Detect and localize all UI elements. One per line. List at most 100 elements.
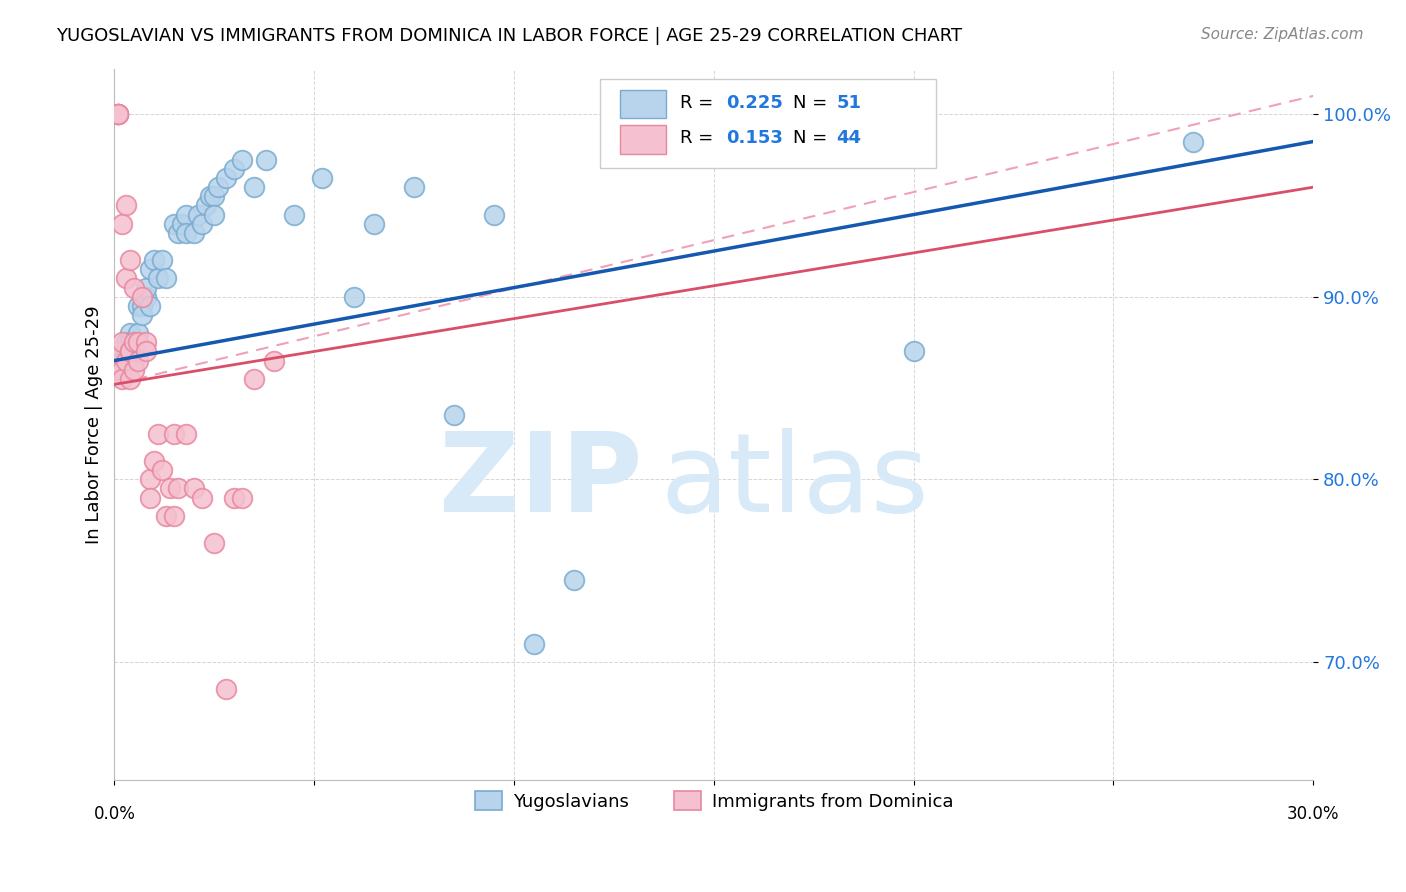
Point [124, 353, 146, 368]
Point [254, 153, 277, 167]
Point [195, 198, 218, 212]
Point [107, 362, 129, 376]
Point [139, 262, 162, 277]
Point [176, 426, 198, 441]
Text: R =: R = [681, 94, 720, 112]
Point [120, 344, 142, 359]
Point [107, 107, 129, 121]
Point [150, 253, 173, 268]
Point [115, 335, 138, 350]
Point [115, 198, 138, 212]
Point [243, 180, 266, 194]
Point [107, 107, 129, 121]
Point [311, 171, 333, 186]
Point [131, 290, 153, 304]
Point [224, 161, 246, 176]
Point [131, 308, 153, 322]
Point [120, 344, 142, 359]
Point [143, 454, 166, 468]
Text: 51: 51 [837, 94, 860, 112]
Point [127, 326, 149, 341]
Point [363, 217, 385, 231]
Text: 30.0%: 30.0% [1286, 805, 1340, 823]
Text: N =: N = [793, 94, 832, 112]
Point [903, 344, 925, 359]
Point [202, 536, 225, 550]
Point [167, 482, 190, 496]
Legend: Yugoslavians, Immigrants from Dominica: Yugoslavians, Immigrants from Dominica [467, 784, 960, 818]
Point [443, 409, 465, 423]
Point [124, 335, 146, 350]
Point [115, 353, 138, 368]
Point [124, 362, 146, 376]
Text: 44: 44 [837, 129, 860, 147]
Point [231, 153, 253, 167]
Point [172, 217, 194, 231]
Point [111, 353, 134, 368]
Text: N =: N = [793, 129, 832, 147]
Point [115, 271, 138, 285]
Point [111, 362, 134, 376]
Point [120, 335, 142, 350]
Point [200, 189, 222, 203]
Point [163, 217, 186, 231]
Point [191, 217, 214, 231]
Point [202, 189, 225, 203]
Point [343, 290, 366, 304]
Point [111, 372, 134, 386]
Point [135, 280, 157, 294]
Text: ZIP: ZIP [439, 428, 643, 535]
Point [139, 299, 162, 313]
Point [482, 208, 505, 222]
Point [139, 472, 162, 486]
Point [111, 344, 134, 359]
Point [191, 491, 214, 505]
Point [159, 482, 181, 496]
Point [107, 107, 129, 121]
Text: YUGOSLAVIAN VS IMMIGRANTS FROM DOMINICA IN LABOR FORCE | AGE 25-29 CORRELATION C: YUGOSLAVIAN VS IMMIGRANTS FROM DOMINICA … [56, 27, 962, 45]
Point [120, 326, 142, 341]
Point [120, 253, 142, 268]
Point [215, 682, 238, 697]
Text: 0.225: 0.225 [725, 94, 783, 112]
Point [155, 508, 177, 523]
Point [163, 508, 186, 523]
Point [135, 344, 157, 359]
Point [143, 253, 166, 268]
Point [207, 180, 229, 194]
Point [124, 344, 146, 359]
FancyBboxPatch shape [620, 90, 666, 119]
Point [243, 372, 266, 386]
Point [404, 180, 426, 194]
Point [135, 290, 157, 304]
Point [120, 372, 142, 386]
Point [135, 335, 157, 350]
Text: 0.0%: 0.0% [93, 805, 135, 823]
Text: 0.153: 0.153 [725, 129, 783, 147]
Point [562, 573, 585, 587]
Point [139, 491, 162, 505]
Point [111, 335, 134, 350]
FancyBboxPatch shape [600, 79, 935, 169]
FancyBboxPatch shape [620, 126, 666, 154]
Point [124, 280, 146, 294]
Point [127, 299, 149, 313]
Point [131, 299, 153, 313]
Point [523, 636, 546, 650]
Point [176, 226, 198, 240]
Point [202, 208, 225, 222]
Point [183, 226, 205, 240]
Point [124, 335, 146, 350]
Point [148, 271, 170, 285]
Point [215, 171, 238, 186]
Point [231, 491, 253, 505]
Text: R =: R = [681, 129, 720, 147]
Point [263, 353, 285, 368]
Point [107, 344, 129, 359]
Point [127, 335, 149, 350]
Point [155, 271, 177, 285]
Point [187, 208, 209, 222]
Y-axis label: In Labor Force | Age 25-29: In Labor Force | Age 25-29 [86, 305, 103, 544]
Point [107, 362, 129, 376]
Point [107, 107, 129, 121]
